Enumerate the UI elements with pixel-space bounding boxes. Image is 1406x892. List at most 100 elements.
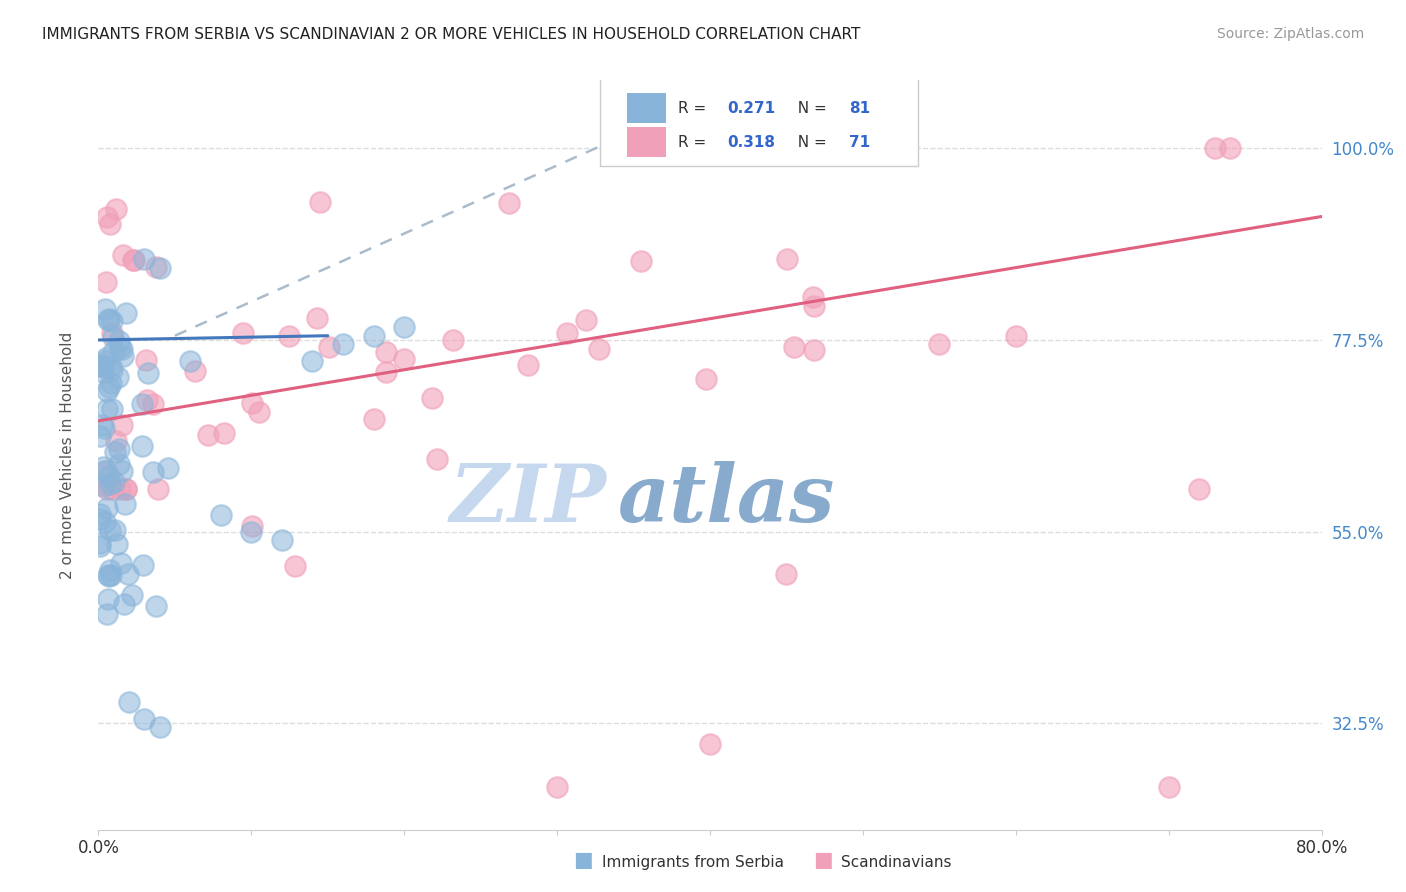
Point (197, 428, 219, 442)
Text: N =: N = (789, 101, 832, 115)
Point (93, 515, 115, 529)
Point (105, 202, 128, 217)
Point (97, 569, 120, 583)
Point (309, 195, 332, 210)
Point (94, 463, 117, 477)
Point (94, 478, 117, 492)
Point (209, 508, 232, 522)
Point (104, 524, 127, 538)
Point (744, 133, 766, 147)
Point (136, 392, 159, 407)
Point (107, 334, 129, 348)
Point (1204, 141, 1226, 155)
Text: Source: ZipAtlas.com: Source: ZipAtlas.com (1216, 27, 1364, 41)
Point (90, 358, 112, 372)
Point (100, 568, 122, 582)
Point (783, 340, 806, 354)
Point (101, 402, 124, 417)
Point (184, 364, 207, 378)
Point (240, 396, 263, 410)
Point (135, 353, 157, 368)
Point (142, 465, 165, 479)
Point (104, 445, 127, 459)
Point (111, 343, 134, 357)
Point (97, 592, 120, 607)
Point (270, 533, 292, 547)
Point (111, 464, 134, 478)
Text: 0.271: 0.271 (727, 101, 775, 115)
Point (695, 372, 717, 386)
Point (575, 313, 598, 327)
Point (134, 252, 156, 266)
Point (98, 477, 121, 491)
Point (115, 482, 138, 496)
Point (101, 326, 124, 340)
Point (96, 351, 118, 365)
Point (98, 523, 121, 537)
Point (332, 337, 354, 351)
Point (104, 434, 127, 448)
Point (1188, 482, 1211, 496)
Point (441, 334, 464, 348)
Text: 71: 71 (849, 135, 870, 150)
Point (612, 133, 634, 147)
Point (1004, 328, 1026, 343)
Point (91, 479, 114, 493)
Y-axis label: 2 or more Vehicles in Household: 2 or more Vehicles in Household (60, 331, 75, 579)
Point (630, 254, 652, 268)
Point (301, 354, 323, 368)
Point (516, 358, 538, 372)
Point (146, 482, 169, 496)
Point (136, 366, 159, 380)
Point (588, 342, 610, 356)
Point (107, 370, 129, 384)
Point (498, 196, 520, 211)
Point (96, 607, 118, 622)
Point (101, 344, 124, 359)
Text: 0.318: 0.318 (727, 135, 775, 150)
Point (101, 363, 124, 377)
Point (111, 417, 134, 432)
Bar (627, 93, 666, 123)
Point (247, 405, 270, 419)
Point (145, 260, 167, 275)
Point (212, 426, 235, 441)
Point (121, 252, 143, 267)
Point (134, 712, 156, 726)
Point (96, 402, 118, 417)
Point (179, 354, 201, 368)
Point (131, 439, 153, 453)
Point (149, 720, 172, 734)
Point (374, 365, 396, 379)
Point (96, 482, 118, 496)
Point (96, 384, 118, 398)
Text: ■: ■ (574, 850, 593, 870)
Point (100, 359, 122, 373)
Point (392, 351, 416, 366)
Point (97, 313, 120, 327)
Point (110, 340, 132, 354)
Point (426, 452, 449, 467)
Point (98, 563, 121, 577)
Point (105, 537, 128, 551)
Point (131, 397, 153, 411)
Point (103, 475, 125, 489)
Text: Immigrants from Serbia: Immigrants from Serbia (602, 855, 783, 870)
Point (108, 457, 131, 471)
Point (110, 482, 132, 496)
Point (112, 349, 135, 363)
Point (801, 290, 824, 304)
Point (278, 328, 301, 343)
Point (232, 326, 254, 340)
Point (96, 501, 118, 516)
Text: Scandinavians: Scandinavians (841, 855, 952, 870)
FancyBboxPatch shape (600, 78, 918, 167)
Point (96, 210, 118, 224)
Point (89, 535, 111, 549)
Point (363, 328, 385, 343)
Point (89, 512, 111, 526)
Point (91, 418, 114, 433)
Point (112, 597, 135, 611)
Point (89, 359, 111, 373)
Bar (627, 128, 666, 158)
